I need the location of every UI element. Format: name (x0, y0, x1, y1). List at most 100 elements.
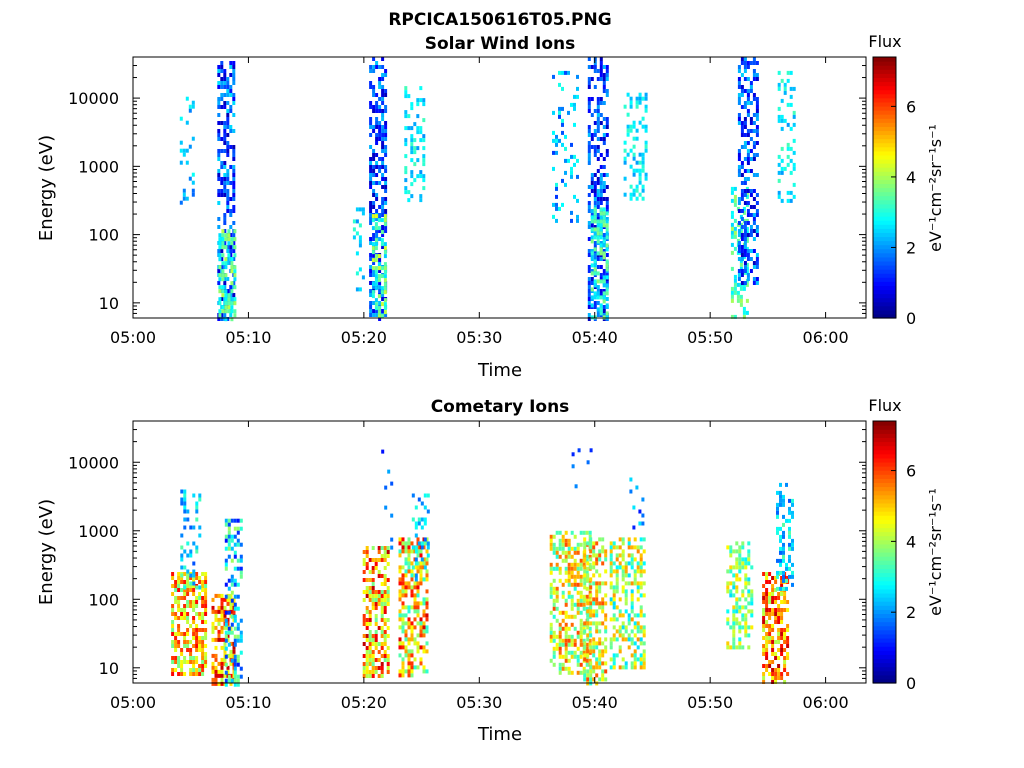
heatmap-cell (378, 285, 382, 289)
heatmap-cell (368, 586, 372, 590)
colorbar-swatch (873, 195, 896, 201)
heatmap-cell (609, 557, 613, 562)
heatmap-cell (752, 93, 756, 97)
heatmap-cell (383, 546, 387, 550)
colorbar-swatch (873, 167, 896, 172)
heatmap-cell (380, 218, 384, 223)
heatmap-cell (223, 241, 227, 245)
heatmap-cell (602, 291, 606, 296)
heatmap-cell (420, 517, 424, 522)
heatmap-cell (777, 636, 781, 640)
heatmap-cell (195, 517, 199, 522)
heatmap-cell (579, 530, 583, 535)
heatmap-cell (726, 585, 730, 590)
heatmap-cell (401, 549, 405, 554)
colorbar-swatch (873, 85, 896, 91)
heatmap-cell (788, 574, 791, 579)
heatmap-cell (744, 581, 748, 586)
heatmap-cell (384, 129, 388, 133)
heatmap-cell (374, 634, 378, 638)
heatmap-cell (740, 129, 744, 133)
heatmap-cell (236, 542, 240, 547)
heatmap-cell (423, 565, 427, 570)
heatmap-cell (380, 302, 384, 307)
heatmap-cell (755, 133, 759, 137)
heatmap-cell (374, 270, 378, 275)
colorbar-swatch (873, 523, 896, 529)
heatmap-cell (780, 592, 784, 596)
heatmap-cell (624, 589, 628, 594)
heatmap-cell (192, 569, 196, 574)
heatmap-cell (371, 290, 375, 295)
heatmap-cell (217, 669, 221, 674)
heatmap-cell (233, 285, 237, 290)
heatmap-cell (576, 654, 580, 659)
heatmap-cell (726, 581, 730, 586)
heatmap-cell (218, 285, 222, 290)
heatmap-cell (576, 74, 579, 79)
heatmap-cell (188, 104, 192, 109)
heatmap-cell (171, 620, 175, 624)
heatmap-cell (404, 166, 408, 171)
heatmap-cell (232, 609, 236, 614)
colorbar-swatch (873, 118, 896, 123)
colorbar-swatch (873, 216, 896, 221)
heatmap-cell (615, 577, 619, 582)
heatmap-cell (226, 205, 230, 209)
heatmap-cell (223, 605, 227, 610)
heatmap-cell (590, 113, 594, 117)
heatmap-cell (204, 604, 208, 608)
heatmap-cell (372, 153, 376, 157)
heatmap-cell (585, 554, 589, 559)
heatmap-cell (386, 670, 390, 674)
heatmap-cell (776, 526, 779, 531)
heatmap-cell (368, 614, 372, 618)
heatmap-cell (362, 674, 366, 678)
heatmap-cell (596, 289, 600, 293)
heatmap-cell (198, 668, 202, 672)
heatmap-cell (749, 85, 753, 89)
heatmap-cell (374, 614, 378, 618)
heatmap-cell (375, 181, 379, 185)
heatmap-cell (217, 137, 221, 141)
heatmap-cell (374, 670, 378, 674)
heatmap-cell (401, 573, 405, 578)
heatmap-cell (605, 173, 609, 177)
heatmap-cell (586, 573, 590, 578)
heatmap-cell (223, 177, 227, 181)
heatmap-cell (218, 233, 222, 238)
heatmap-cell (552, 602, 556, 607)
heatmap-cell (380, 610, 384, 614)
heatmap-cell (195, 505, 199, 510)
x-tick-label: 05:30 (456, 328, 502, 347)
heatmap-cell (738, 597, 742, 602)
heatmap-cell (383, 618, 387, 622)
heatmap-cell (747, 601, 751, 606)
heatmap-cell (233, 534, 237, 539)
heatmap-cell (604, 617, 608, 622)
heatmap-cell (782, 530, 785, 535)
heatmap-cell (404, 621, 408, 626)
heatmap-cell (419, 633, 423, 638)
heatmap-cell (737, 157, 741, 161)
heatmap-cell (602, 181, 606, 185)
heatmap-cell (171, 612, 175, 616)
heatmap-cell (605, 267, 609, 272)
heatmap-cell (749, 257, 753, 261)
heatmap-cell (627, 613, 631, 618)
heatmap-cell (198, 640, 202, 644)
heatmap-cell (586, 621, 590, 626)
heatmap-cell (735, 549, 739, 554)
heatmap-cell (783, 632, 787, 636)
colorbar-swatch (873, 560, 896, 565)
heatmap-cell (768, 640, 772, 644)
heatmap-cell (788, 566, 791, 571)
y-axis-label: Energy (eV) (36, 135, 57, 241)
heatmap-cell (419, 561, 423, 566)
heatmap-cell (749, 249, 753, 253)
heatmap-cell (639, 545, 643, 550)
heatmap-cell (220, 317, 224, 321)
heatmap-cell (629, 124, 633, 129)
heatmap-cell (549, 586, 553, 591)
heatmap-cell (765, 664, 769, 668)
